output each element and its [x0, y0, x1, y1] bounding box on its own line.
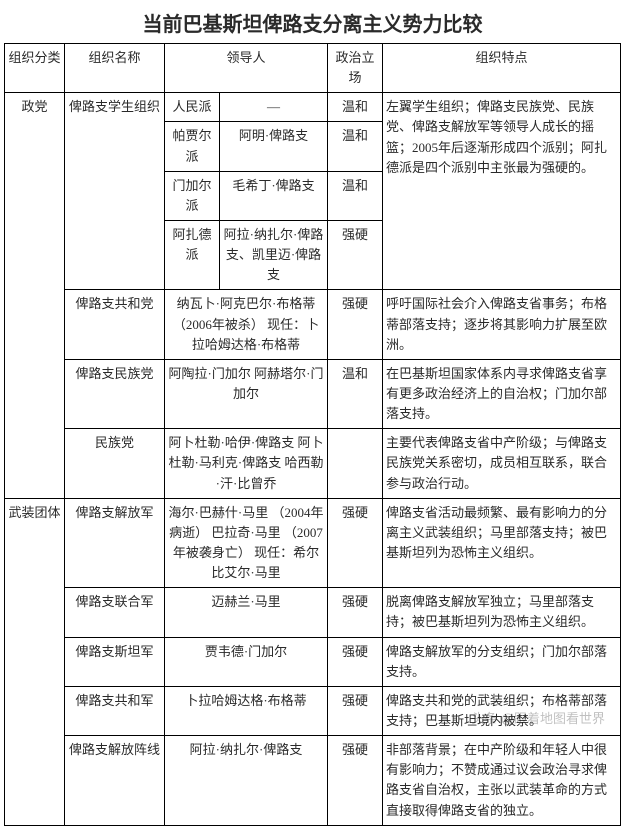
- col-feature: 组织特点: [383, 44, 621, 93]
- stance-cell: [328, 429, 383, 498]
- desc-cell: 非部落背景；在中产阶级和年轻人中很有影响力；不赞成通过议会政治寻求俾路支省自治权…: [383, 736, 621, 826]
- table-row: 俾路支共和党 纳瓦卜·阿克巴尔·布格蒂（2006年被杀） 现任：卜拉哈姆达格·布…: [5, 290, 621, 359]
- leader-cell: 阿拉·纳扎尔·俾路支、凯里迈·俾路支: [220, 220, 328, 289]
- stance-cell: 温和: [328, 171, 383, 220]
- stance-cell: 强硬: [328, 290, 383, 359]
- leader-cell: 阿陶拉·门加尔 阿赫塔尔·门加尔: [165, 359, 328, 428]
- table-row: 武装团体 俾路支解放军 海尔·巴赫什·马里 （2004年病逝） 巴拉奇·马里 （…: [5, 498, 621, 588]
- stance-cell: 强硬: [328, 637, 383, 686]
- desc-cell: 俾路支共和党的武装组织；布格蒂部落支持；巴基斯坦境内被禁。: [383, 686, 621, 735]
- leader-cell: 海尔·巴赫什·马里 （2004年病逝） 巴拉奇·马里 （2007年被袭身亡） 现…: [165, 498, 328, 588]
- org-cell: 民族党: [65, 429, 165, 498]
- leader-cell: 毛希丁·俾路支: [220, 171, 328, 220]
- faction-cell: 阿扎德派: [165, 220, 220, 289]
- table-row: 俾路支共和军 卜拉哈姆达格·布格蒂 强硬 俾路支共和党的武装组织；布格蒂部落支持…: [5, 686, 621, 735]
- stance-cell: 温和: [328, 359, 383, 428]
- faction-cell: 人民派: [165, 93, 220, 122]
- category-cell: 政党: [5, 93, 65, 498]
- table-row: 政党 俾路支学生组织 人民派 — 温和 左翼学生组织；俾路支民族党、民族党、俾路…: [5, 93, 621, 122]
- stance-cell: 强硬: [328, 588, 383, 637]
- leader-cell: —: [220, 93, 328, 122]
- comparison-table: 组织分类 组织名称 领导人 政治立场 组织特点 政党 俾路支学生组织 人民派 —…: [4, 43, 621, 826]
- table-row: 俾路支联合军 迈赫兰·马里 强硬 脱离俾路支解放军独立；马里部落支持；被巴基斯坦…: [5, 588, 621, 637]
- org-cell: 俾路支解放军: [65, 498, 165, 588]
- desc-cell: 呼吁国际社会介入俾路支省事务；布格蒂部落支持；逐步将其影响力扩展至欧洲。: [383, 290, 621, 359]
- table-row: 民族党 阿卜杜勒·哈伊·俾路支 阿卜杜勒·马利克·俾路支 哈西勒·汗·比曾乔 主…: [5, 429, 621, 498]
- org-cell: 俾路支联合军: [65, 588, 165, 637]
- leader-cell: 迈赫兰·马里: [165, 588, 328, 637]
- stance-cell: 温和: [328, 93, 383, 122]
- col-category: 组织分类: [5, 44, 65, 93]
- org-cell: 俾路支民族党: [65, 359, 165, 428]
- org-cell: 俾路支共和党: [65, 290, 165, 359]
- col-org: 组织名称: [65, 44, 165, 93]
- faction-cell: 门加尔派: [165, 171, 220, 220]
- col-leader: 领导人: [165, 44, 328, 93]
- col-stance: 政治立场: [328, 44, 383, 93]
- desc-cell: 主要代表俾路支省中产阶级；与俾路支民族党关系密切，成员相互联系，联合参与政治行动…: [383, 429, 621, 498]
- leader-cell: 纳瓦卜·阿克巴尔·布格蒂（2006年被杀） 现任：卜拉哈姆达格·布格蒂: [165, 290, 328, 359]
- leader-cell: 贾韦德·门加尔: [165, 637, 328, 686]
- leader-cell: 阿卜杜勒·哈伊·俾路支 阿卜杜勒·马利克·俾路支 哈西勒·汗·比曾乔: [165, 429, 328, 498]
- header-row: 组织分类 组织名称 领导人 政治立场 组织特点: [5, 44, 621, 93]
- stance-cell: 强硬: [328, 220, 383, 289]
- org-cell: 俾路支学生组织: [65, 93, 165, 290]
- stance-cell: 温和: [328, 122, 383, 171]
- desc-cell: 脱离俾路支解放军独立；马里部落支持；被巴基斯坦列为恐怖主义组织。: [383, 588, 621, 637]
- org-cell: 俾路支共和军: [65, 686, 165, 735]
- table-row: 俾路支民族党 阿陶拉·门加尔 阿赫塔尔·门加尔 温和 在巴基斯坦国家体系内寻求俾…: [5, 359, 621, 428]
- org-cell: 俾路支解放阵线: [65, 736, 165, 826]
- desc-cell: 在巴基斯坦国家体系内寻求俾路支省享有更多政治经济上的自治权；门加尔部落支持。: [383, 359, 621, 428]
- desc-cell: 俾路支省活动最频繁、最有影响力的分离主义武装组织；马里部落支持；被巴基斯坦列为恐…: [383, 498, 621, 588]
- stance-cell: 强硬: [328, 686, 383, 735]
- stance-cell: 强硬: [328, 736, 383, 826]
- table-row: 俾路支解放阵线 阿拉·纳扎尔·俾路支 强硬 非部落背景；在中产阶级和年轻人中很有…: [5, 736, 621, 826]
- table-row: 俾路支斯坦军 贾韦德·门加尔 强硬 俾路支解放军的分支组织；门加尔部落支持。: [5, 637, 621, 686]
- leader-cell: 卜拉哈姆达格·布格蒂: [165, 686, 328, 735]
- desc-cell: 左翼学生组织；俾路支民族党、民族党、俾路支解放军等领导人成长的摇篮；2005年后…: [383, 93, 621, 290]
- org-cell: 俾路支斯坦军: [65, 637, 165, 686]
- category-cell: 武装团体: [5, 498, 65, 825]
- leader-cell: 阿明·俾路支: [220, 122, 328, 171]
- leader-cell: 阿拉·纳扎尔·俾路支: [165, 736, 328, 826]
- desc-cell: 俾路支解放军的分支组织；门加尔部落支持。: [383, 637, 621, 686]
- page-title: 当前巴基斯坦俾路支分离主义势力比较: [4, 8, 621, 37]
- faction-cell: 帕贾尔派: [165, 122, 220, 171]
- stance-cell: 强硬: [328, 498, 383, 588]
